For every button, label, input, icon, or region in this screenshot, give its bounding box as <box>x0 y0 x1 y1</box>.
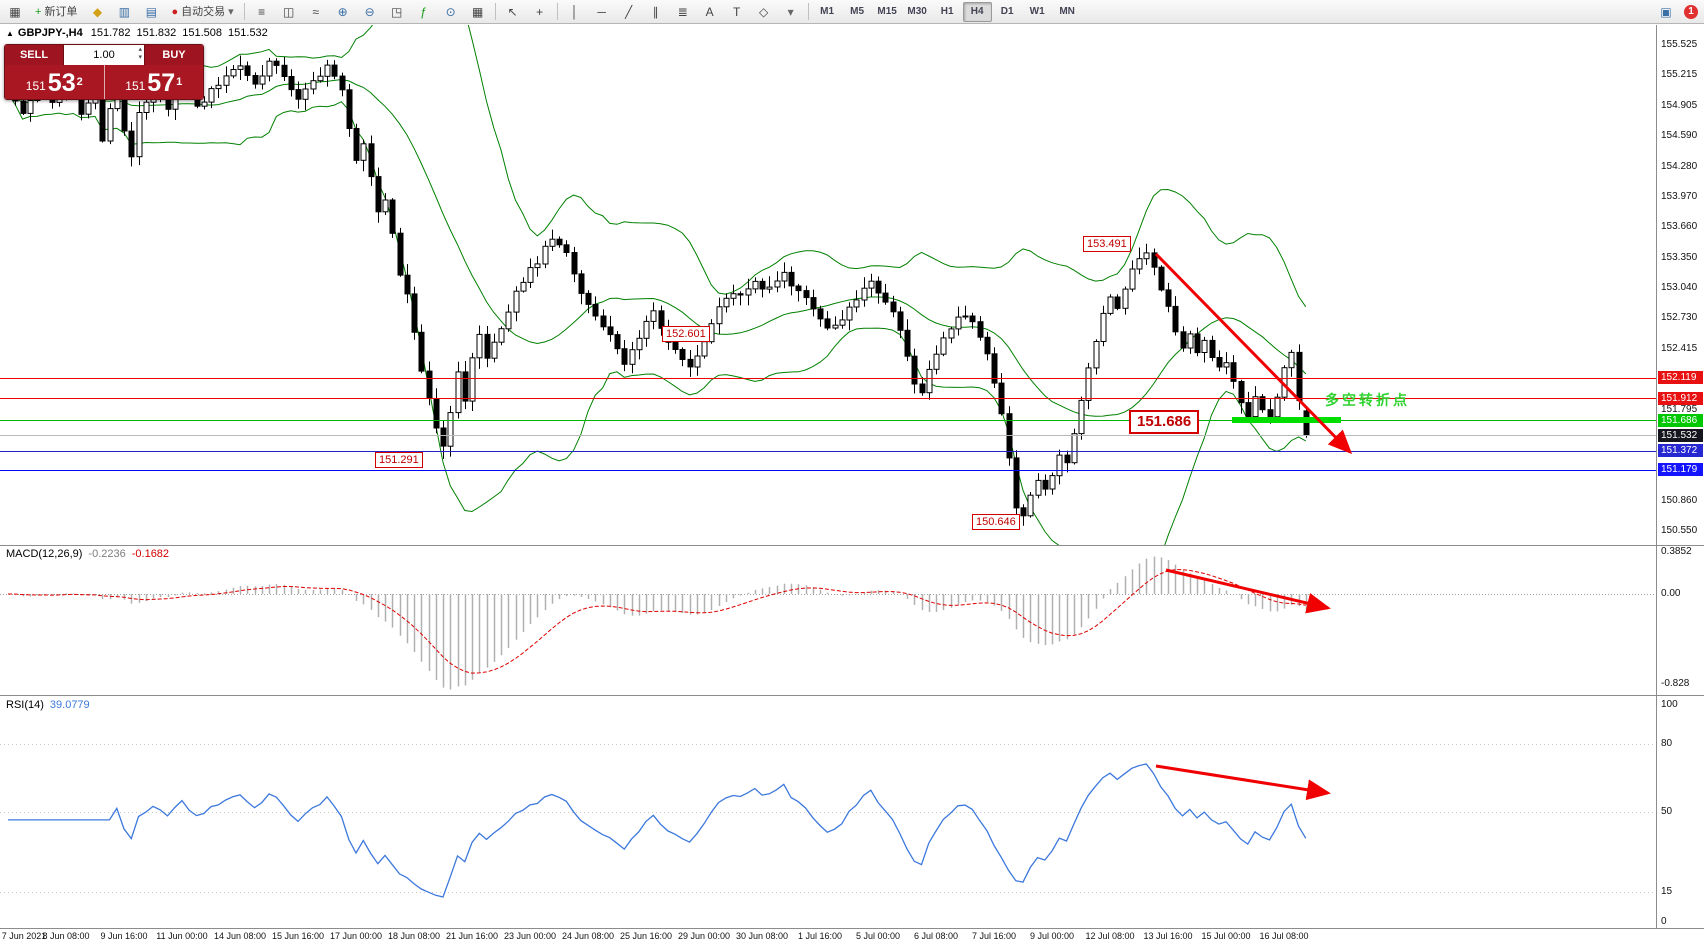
periods-icon[interactable]: ⊙ <box>445 4 456 19</box>
panel-icon[interactable]: ▣ <box>1660 4 1672 19</box>
sell-price-prefix: 151 <box>25 79 46 93</box>
toolbar-separator <box>807 3 809 20</box>
navigator-icon[interactable]: ▤ <box>145 4 158 19</box>
text-tool-icon[interactable]: A <box>705 4 714 19</box>
market-watch-icon[interactable]: ◆ <box>92 4 103 19</box>
autotrading-label: 自动交易 <box>181 5 226 18</box>
buy-price-sup: 1 <box>176 76 183 88</box>
new-order-plus-icon: + <box>35 5 42 18</box>
cursor-icon[interactable]: ↖ <box>507 4 518 19</box>
autotrading-button[interactable]: ● 自动交易 ▾ <box>165 2 239 22</box>
tf-m1-button[interactable]: M1 <box>820 6 835 17</box>
shapes-icon[interactable]: ◇ <box>759 4 769 19</box>
tile-windows-icon[interactable]: ◳ <box>390 4 403 19</box>
crosshair-icon[interactable]: + <box>536 4 544 19</box>
toolbar: ▦ + 新订单 ◆ ▥ ▤ ● 自动交易 ▾ ≡ ◫ ≈ ⊕ ⊖ ◳ ƒ ⊙ ▦… <box>0 0 1704 24</box>
new-order-button[interactable]: + 新订单 <box>29 2 83 22</box>
buy-price-prefix: 151 <box>125 79 146 93</box>
channel-icon[interactable]: ∥ <box>652 4 659 19</box>
toolbar-separator <box>243 3 245 20</box>
sell-price-big: 53 <box>47 69 76 97</box>
tf-h4-button[interactable]: H4 <box>962 1 992 22</box>
tf-w1-button[interactable]: W1 <box>1029 6 1045 17</box>
zoom-out-icon[interactable]: ⊖ <box>364 4 375 19</box>
vertical-line-icon[interactable]: │ <box>570 4 579 19</box>
sell-button[interactable]: SELL <box>5 45 63 65</box>
sell-price[interactable]: 151 53 2 <box>5 65 105 99</box>
trendline-icon[interactable]: ╱ <box>625 4 633 19</box>
buy-price-big: 57 <box>147 69 176 97</box>
tf-m5-button[interactable]: M5 <box>850 6 865 17</box>
tf-m30-button[interactable]: M30 <box>907 6 927 17</box>
chart-window-icon[interactable]: ▦ <box>9 4 21 19</box>
toolbar-separator <box>556 3 558 20</box>
data-window-icon[interactable]: ▥ <box>118 4 131 19</box>
fibonacci-icon[interactable]: ≣ <box>677 4 688 19</box>
tf-m15-button[interactable]: M15 <box>877 6 897 17</box>
volume-up-icon[interactable]: ▴ <box>138 46 142 53</box>
templates-icon[interactable]: ▦ <box>471 4 484 19</box>
bar-chart-icon[interactable]: ≡ <box>258 4 266 19</box>
zoom-in-icon[interactable]: ⊕ <box>337 4 348 19</box>
autotrading-status-icon: ● <box>171 5 179 18</box>
tf-d1-button[interactable]: D1 <box>1000 6 1014 17</box>
toolbar-separator <box>494 3 496 20</box>
volume-value: 1.00 <box>93 49 115 61</box>
buy-button[interactable]: BUY <box>145 45 203 65</box>
buy-price[interactable]: 151 57 1 <box>105 65 204 99</box>
tf-h1-button[interactable]: H1 <box>940 6 954 17</box>
label-tool-icon[interactable]: T <box>732 4 741 19</box>
chevron-down-icon: ▾ <box>228 5 234 18</box>
volume-down-icon[interactable]: ▾ <box>138 54 142 61</box>
shapes-dropdown-icon[interactable]: ▾ <box>787 4 794 19</box>
volume-input[interactable]: 1.00 ▴ ▾ <box>63 45 145 65</box>
one-click-trading-panel: SELL 1.00 ▴ ▾ BUY 151 53 2 151 57 1 <box>4 44 204 100</box>
horizontal-line-icon[interactable]: ─ <box>597 4 606 19</box>
notification-badge[interactable]: 1 <box>1684 4 1698 19</box>
tf-mn-button[interactable]: MN <box>1059 6 1075 17</box>
sell-price-sup: 2 <box>76 76 83 88</box>
indicators-icon[interactable]: ƒ <box>420 4 427 19</box>
new-order-label: 新订单 <box>44 5 78 18</box>
candlestick-chart-icon[interactable]: ◫ <box>282 4 295 19</box>
line-chart-icon[interactable]: ≈ <box>312 4 319 19</box>
